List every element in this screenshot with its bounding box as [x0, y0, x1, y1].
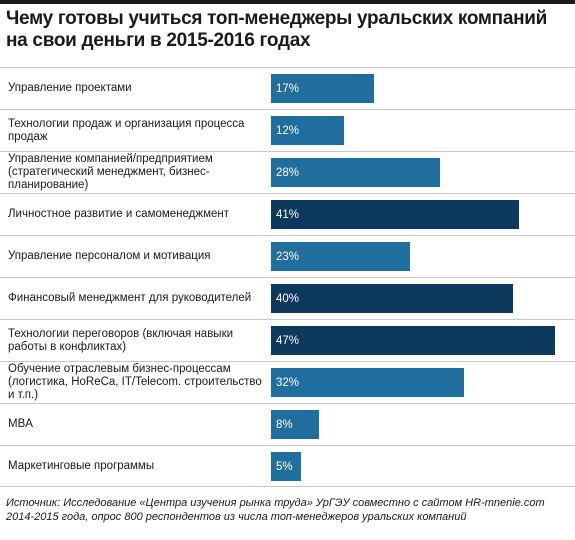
- category-label: Управление персоналом и мотивация: [8, 250, 211, 262]
- bar-value-label: 5%: [276, 460, 293, 473]
- chart-row: Обучение отраслевым бизнес-процессам (ло…: [0, 361, 575, 403]
- category-label: Управление компанией/предприятием (страт…: [8, 153, 213, 191]
- bar-value-label: 12%: [276, 124, 300, 137]
- bar: 23%: [271, 242, 410, 271]
- bar-value-label: 28%: [276, 166, 300, 179]
- bar: 8%: [271, 410, 319, 439]
- bar-value-label: 40%: [276, 292, 300, 305]
- bar: 47%: [271, 326, 555, 355]
- category-label: Финансовый менеджмент для руководителей: [8, 292, 252, 304]
- chart-row: Финансовый менеджмент для руководителей 4…: [0, 277, 575, 319]
- chart-row: Управление компанией/предприятием (страт…: [0, 151, 575, 193]
- chart-row: Технологии продаж и организация процесса…: [0, 109, 575, 151]
- bar-value-label: 47%: [276, 334, 300, 347]
- bar-value-label: 32%: [276, 376, 300, 389]
- category-label: Личностное развитие и самоменеджмент: [8, 208, 229, 220]
- bar: 28%: [271, 158, 440, 187]
- bar-chart: Управление проектами 17% Технологии продаж…: [0, 67, 575, 487]
- category-label: MBA: [8, 418, 33, 430]
- bar: 17%: [271, 74, 374, 103]
- category-label: Обучение отраслевым бизнес-процессам (ло…: [8, 363, 262, 401]
- bar: 32%: [271, 368, 464, 397]
- bar: 41%: [271, 200, 519, 229]
- chart-row: Технологии переговоров (включая навыки р…: [0, 319, 575, 361]
- category-label: Маркетинговые программы: [8, 460, 155, 472]
- chart-row: Управление персоналом и мотивация 23%: [0, 235, 575, 277]
- category-label: Технологии продаж и организация процесса…: [8, 117, 245, 143]
- bar-value-label: 17%: [276, 82, 300, 95]
- bar-value-label: 41%: [276, 208, 300, 221]
- chart-title: Чему готовы учиться топ-менеджеры уральс…: [6, 8, 548, 51]
- chart-row: Маркетинговые программы 5%: [0, 445, 575, 487]
- chart-row: Личностное развитие и самоменеджмент 41%: [0, 193, 575, 235]
- top-rule: [0, 0, 575, 4]
- category-label: Управление проектами: [8, 82, 132, 94]
- chart-row: MBA 8%: [0, 403, 575, 445]
- category-label: Технологии переговоров (включая навыки р…: [8, 327, 234, 353]
- source-note: Источник: Исследование «Центра изучения …: [6, 497, 545, 523]
- bar-value-label: 23%: [276, 250, 300, 263]
- bar: 40%: [271, 284, 513, 313]
- bar: 5%: [271, 452, 301, 481]
- bar: 12%: [271, 116, 344, 145]
- chart-row: Управление проектами 17%: [0, 67, 575, 109]
- bar-value-label: 8%: [276, 418, 293, 431]
